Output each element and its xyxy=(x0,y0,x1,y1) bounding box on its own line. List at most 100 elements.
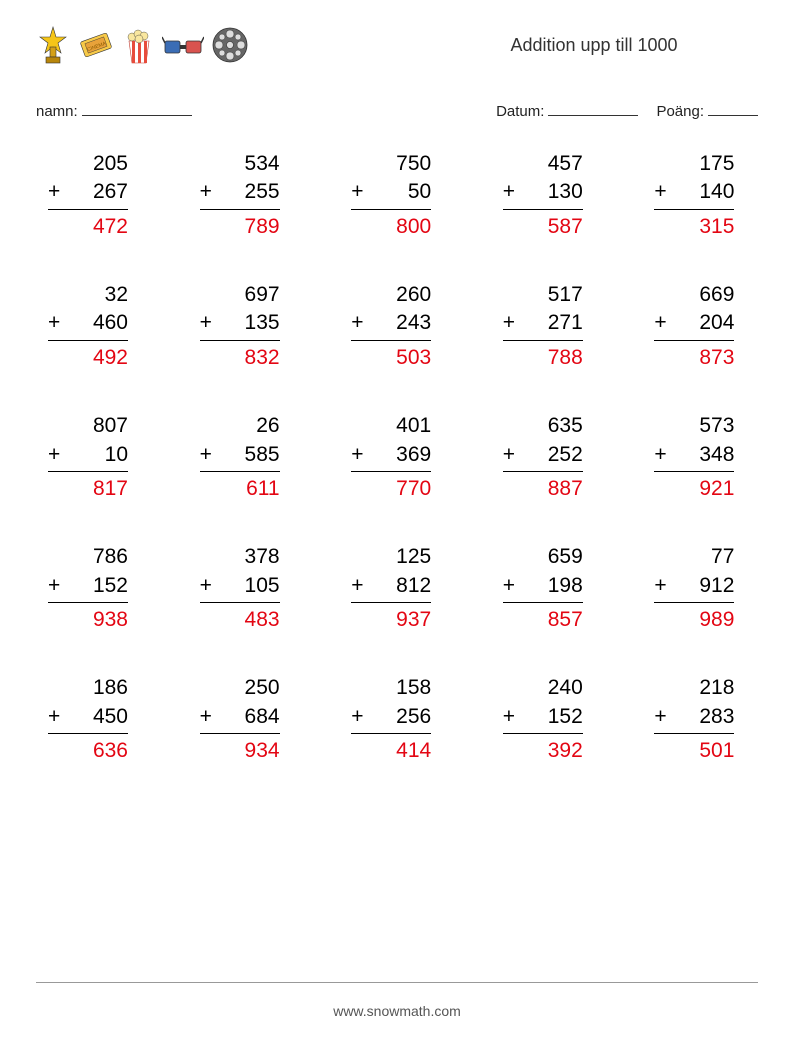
problem-4: 457+130587 xyxy=(503,150,583,241)
addend-value: 204 xyxy=(668,309,734,337)
addend-top: 697 xyxy=(200,281,280,309)
addend-bottom: +252 xyxy=(503,441,583,472)
score-label: Poäng: xyxy=(656,103,704,120)
addend-bottom: +152 xyxy=(503,703,583,734)
addend-bottom: +369 xyxy=(351,441,431,472)
answer: 832 xyxy=(200,341,280,372)
operator: + xyxy=(351,572,365,600)
addend-bottom: +348 xyxy=(654,441,734,472)
answer: 503 xyxy=(351,341,431,372)
operator: + xyxy=(654,703,668,731)
operator: + xyxy=(654,441,668,469)
addend-value: 140 xyxy=(668,178,734,206)
operator: + xyxy=(503,572,517,600)
addend-value: 369 xyxy=(365,441,431,469)
problem-13: 401+369770 xyxy=(351,412,431,503)
answer: 472 xyxy=(48,210,128,241)
addend-value: 450 xyxy=(62,703,128,731)
problem-12: 26+585611 xyxy=(200,412,280,503)
popcorn-icon xyxy=(122,25,156,65)
problem-9: 517+271788 xyxy=(503,281,583,372)
problem-5: 175+140315 xyxy=(654,150,734,241)
addend-bottom: +105 xyxy=(200,572,280,603)
addend-bottom: +256 xyxy=(351,703,431,734)
name-label: namn: xyxy=(36,103,78,120)
operator: + xyxy=(503,703,517,731)
answer: 315 xyxy=(654,210,734,241)
addend-top: 457 xyxy=(503,150,583,178)
problem-2: 534+255789 xyxy=(200,150,280,241)
addend-value: 812 xyxy=(365,572,431,600)
operator: + xyxy=(48,703,62,731)
addend-bottom: +130 xyxy=(503,178,583,209)
problem-23: 158+256414 xyxy=(351,674,431,765)
name-blank[interactable] xyxy=(82,102,192,116)
operator: + xyxy=(351,178,365,206)
addend-top: 205 xyxy=(48,150,128,178)
answer: 611 xyxy=(200,472,280,503)
answer: 414 xyxy=(351,734,431,765)
addend-top: 807 xyxy=(48,412,128,440)
problem-21: 186+450636 xyxy=(48,674,128,765)
answer: 934 xyxy=(200,734,280,765)
problem-18: 125+812937 xyxy=(351,543,431,634)
operator: + xyxy=(351,703,365,731)
answer: 587 xyxy=(503,210,583,241)
addend-value: 271 xyxy=(517,309,583,337)
addend-bottom: +255 xyxy=(200,178,280,209)
operator: + xyxy=(654,572,668,600)
answer: 887 xyxy=(503,472,583,503)
addend-top: 635 xyxy=(503,412,583,440)
addend-bottom: +204 xyxy=(654,309,734,340)
addend-value: 256 xyxy=(365,703,431,731)
answer: 636 xyxy=(48,734,128,765)
problem-19: 659+198857 xyxy=(503,543,583,634)
operator: + xyxy=(48,309,62,337)
date-label: Datum: xyxy=(496,103,544,120)
addend-bottom: +450 xyxy=(48,703,128,734)
problem-3: 750+50800 xyxy=(351,150,431,241)
addend-top: 669 xyxy=(654,281,734,309)
addend-bottom: +10 xyxy=(48,441,128,472)
trophy-icon xyxy=(36,25,70,65)
addend-top: 573 xyxy=(654,412,734,440)
problem-20: 77+912989 xyxy=(654,543,734,634)
addend-bottom: +283 xyxy=(654,703,734,734)
addend-bottom: +271 xyxy=(503,309,583,340)
operator: + xyxy=(503,441,517,469)
addend-top: 158 xyxy=(351,674,431,702)
addend-top: 175 xyxy=(654,150,734,178)
addend-bottom: +50 xyxy=(351,178,431,209)
score-blank[interactable] xyxy=(708,102,758,116)
problem-1: 205+267472 xyxy=(48,150,128,241)
filmreel-icon xyxy=(210,25,250,65)
answer: 857 xyxy=(503,603,583,634)
answer: 483 xyxy=(200,603,280,634)
date-blank[interactable] xyxy=(548,102,638,116)
addend-value: 198 xyxy=(517,572,583,600)
problem-10: 669+204873 xyxy=(654,281,734,372)
operator: + xyxy=(351,441,365,469)
answer: 937 xyxy=(351,603,431,634)
addend-bottom: +460 xyxy=(48,309,128,340)
answer: 770 xyxy=(351,472,431,503)
info-line: namn: Datum: Poäng: xyxy=(36,102,758,120)
addend-top: 240 xyxy=(503,674,583,702)
addend-value: 255 xyxy=(214,178,280,206)
problem-11: 807+10817 xyxy=(48,412,128,503)
footer-text: www.snowmath.com xyxy=(0,1003,794,1019)
addend-value: 348 xyxy=(668,441,734,469)
operator: + xyxy=(351,309,365,337)
addend-top: 786 xyxy=(48,543,128,571)
problem-6: 32+460492 xyxy=(48,281,128,372)
addend-value: 243 xyxy=(365,309,431,337)
answer: 873 xyxy=(654,341,734,372)
answer: 800 xyxy=(351,210,431,241)
addend-bottom: +243 xyxy=(351,309,431,340)
addend-value: 460 xyxy=(62,309,128,337)
problem-15: 573+348921 xyxy=(654,412,734,503)
problem-17: 378+105483 xyxy=(200,543,280,634)
ticket-icon: CINEMA xyxy=(76,25,116,65)
addend-top: 378 xyxy=(200,543,280,571)
header-row: CINEMA xyxy=(36,20,758,70)
